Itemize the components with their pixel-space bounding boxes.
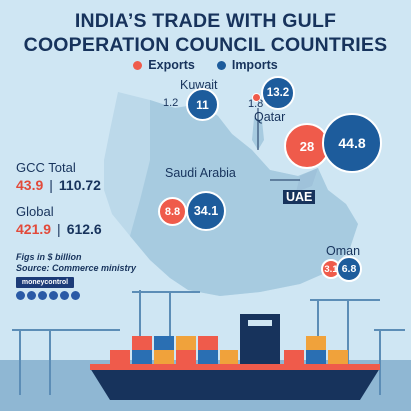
kuwait-imports-value: 11 [196,97,209,112]
gcc-total-block: GCC Total 43.9 | 110.72 [16,160,101,193]
kuwait-imports-bubble: 11 [186,88,219,121]
label-uae: UAE [283,190,316,204]
legend: Exports Imports [0,58,411,72]
label-qatar: Qatar [254,110,286,124]
ship-hull [90,368,380,400]
page-title-line1: INDIA’S TRADE WITH GULF [74,10,337,32]
global-imports-value: 612.6 [66,221,102,237]
gcc-total-values: 43.9 | 110.72 [16,177,101,193]
page-title-line2: COOPERATION COUNCIL COUNTRIES [23,34,388,56]
oman-exports-value: 3.1 [324,263,338,275]
telegram-icon[interactable] [49,291,58,300]
facebook-icon[interactable] [16,291,25,300]
legend-exports-label: Exports [148,58,195,72]
gcc-imports-value: 110.72 [58,177,101,193]
global-separator: | [57,221,61,237]
qatar-imports-value: 13.2 [266,87,290,99]
global-label: Global [16,204,54,219]
uae-imports-bubble: 44.8 [322,113,382,173]
imports-swatch [216,60,226,70]
uae-exports-value: 28 [299,138,315,154]
gcc-exports-value: 43.9 [16,177,44,193]
saudi-imports-value: 34.1 [193,204,219,218]
twitter-icon[interactable] [38,291,47,300]
gcc-separator: | [49,177,53,193]
youtube-icon[interactable] [71,291,80,300]
ship-deck-band [90,364,380,370]
brand-logo: moneycontrol [16,277,74,288]
legend-exports: Exports [133,58,195,72]
oman-imports-bubble: 6.8 [336,256,362,282]
gcc-total-label: GCC Total [16,160,76,175]
linkedin-icon[interactable] [60,291,69,300]
global-values: 421.9 | 612.6 [16,221,102,237]
qatar-exports-marker [252,93,261,102]
uae-land [296,168,318,192]
qatar-exports-value: 1.8 [248,98,264,110]
social-icons [16,291,80,300]
source-note: Source: Commerce ministry [16,263,137,273]
legend-imports: Imports [216,58,278,72]
saudi-exports-value: 8.8 [164,205,181,218]
containers [110,336,348,364]
legend-imports-label: Imports [231,58,278,72]
saudi-exports-bubble: 8.8 [158,197,187,226]
saudi-imports-bubble: 34.1 [186,191,226,231]
global-exports-value: 421.9 [16,221,52,237]
uae-imports-value: 44.8 [338,135,366,151]
ship-window [248,320,272,326]
qatar-imports-bubble: 13.2 [261,76,295,110]
label-oman: Oman [326,244,361,258]
google-icon[interactable] [27,291,36,300]
oman-imports-value: 6.8 [341,263,357,275]
units-note: Figs in $ billion [16,252,82,262]
exports-swatch [133,60,143,70]
kuwait-exports-value: 1.2 [163,97,179,109]
label-saudi-arabia: Saudi Arabia [165,166,236,180]
global-block: Global 421.9 | 612.6 [16,204,102,237]
peninsula-shade [130,100,358,296]
